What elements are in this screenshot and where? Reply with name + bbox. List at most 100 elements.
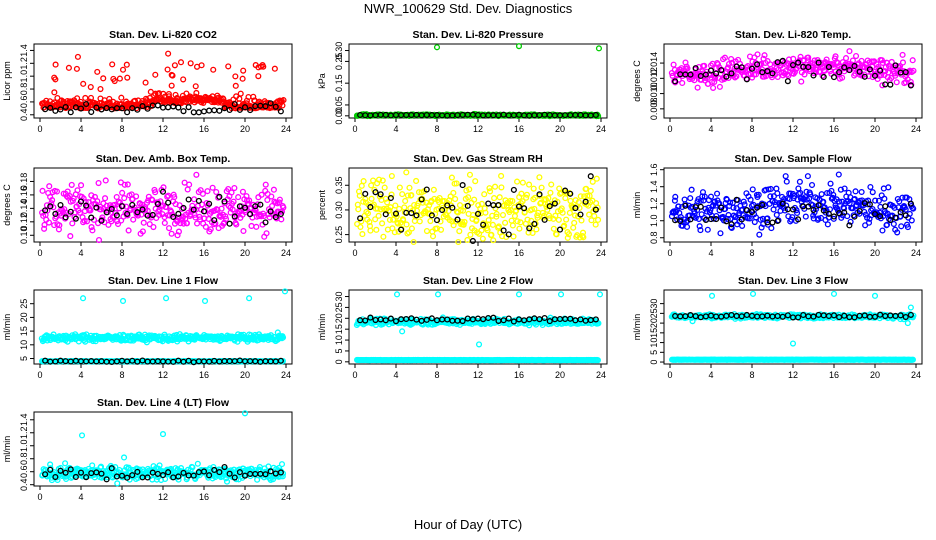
data-point — [228, 189, 235, 196]
data-point — [413, 177, 420, 185]
data-point — [263, 230, 270, 237]
outlier-point — [74, 53, 81, 60]
hourly-point — [108, 205, 115, 212]
data-point — [862, 211, 869, 218]
x-tick-label: 16 — [829, 124, 839, 134]
y-axis-label: ml/min — [317, 314, 327, 341]
data-point — [380, 233, 387, 240]
x-tick-label: 0 — [37, 370, 42, 380]
data-point — [175, 476, 182, 483]
y-tick-label: 0.12 — [19, 213, 29, 231]
hourly-point — [810, 313, 817, 320]
data-point — [755, 191, 762, 198]
y-tick-label: 20 — [334, 313, 344, 323]
data-point — [478, 227, 485, 234]
hourly-point — [272, 103, 279, 110]
data-point — [499, 211, 507, 219]
data-point — [692, 214, 699, 221]
hourly-point — [247, 211, 254, 218]
outlier-point — [237, 90, 244, 97]
data-point — [498, 172, 505, 180]
y-tick-label: 1.0 — [19, 70, 29, 83]
y-tick-label: 0.6 — [19, 96, 29, 109]
hourly-point — [877, 213, 884, 220]
outlier-point — [255, 73, 262, 80]
y-tick-label: 10 — [19, 340, 29, 350]
data-point — [684, 65, 691, 72]
data-point — [355, 206, 362, 213]
x-tick-label: 24 — [281, 370, 291, 380]
hourly-point — [165, 104, 172, 111]
data-point — [881, 195, 888, 202]
outlier-point — [271, 65, 278, 72]
data-point — [697, 227, 704, 234]
data-point — [711, 78, 718, 85]
hourly-point — [687, 216, 694, 223]
data-point — [429, 233, 437, 240]
data-point — [587, 187, 594, 194]
data-point — [798, 78, 805, 85]
data-point — [691, 77, 698, 84]
hourly-point — [62, 103, 69, 111]
data-point — [276, 199, 283, 206]
data-point — [229, 206, 236, 213]
hourly-point — [277, 108, 284, 115]
x-tick-label: 20 — [240, 492, 250, 502]
data-point — [708, 78, 715, 86]
data-point — [404, 192, 411, 199]
spike-point — [274, 329, 281, 336]
data-point — [804, 173, 811, 180]
hourly-point — [72, 215, 79, 222]
hourly-point — [810, 72, 817, 79]
data-point — [97, 463, 105, 470]
y-tick-label: 1.4 — [19, 414, 29, 427]
y-axis-label: percent — [317, 189, 327, 220]
hourly-point — [170, 213, 177, 221]
outlier-point — [124, 74, 131, 81]
hourly-point — [272, 214, 279, 221]
spike-point — [904, 320, 911, 327]
data-point — [681, 196, 688, 203]
outlier-point — [94, 68, 101, 75]
data-point — [445, 207, 452, 215]
spike-point — [557, 291, 565, 298]
data-point — [49, 197, 56, 204]
data-point — [694, 84, 701, 91]
hourly-point — [521, 205, 528, 212]
hourly-point — [180, 108, 187, 115]
data-point — [105, 221, 112, 228]
data-point — [528, 206, 535, 213]
hourly-point — [195, 109, 202, 116]
data-point — [485, 217, 492, 224]
x-tick-label: 24 — [911, 370, 921, 380]
hourly-point — [556, 226, 564, 233]
data-point — [209, 184, 216, 191]
data-point — [875, 197, 882, 204]
data-point — [794, 209, 801, 217]
hourly-point — [154, 102, 161, 109]
hourly-point — [139, 103, 146, 110]
hourly-point — [211, 217, 218, 224]
hourly-point — [774, 217, 781, 225]
hourly-point — [526, 225, 533, 232]
y-tick-label: 0.4 — [19, 109, 29, 122]
hourly-point — [764, 68, 771, 75]
data-point — [570, 224, 577, 231]
outlier-point — [65, 64, 72, 71]
data-point — [370, 177, 377, 184]
hourly-point — [190, 109, 197, 116]
hourly-point — [154, 200, 161, 208]
data-point — [450, 189, 457, 196]
outlier-point — [192, 83, 199, 90]
data-point — [805, 54, 812, 61]
hourly-point — [505, 315, 512, 322]
data-point — [183, 220, 190, 227]
data-point-low — [594, 357, 601, 364]
hourly-point — [495, 202, 502, 209]
hourly-point — [175, 210, 182, 217]
data-point — [529, 229, 536, 237]
hourly-point — [124, 109, 131, 116]
data-point — [864, 201, 871, 208]
